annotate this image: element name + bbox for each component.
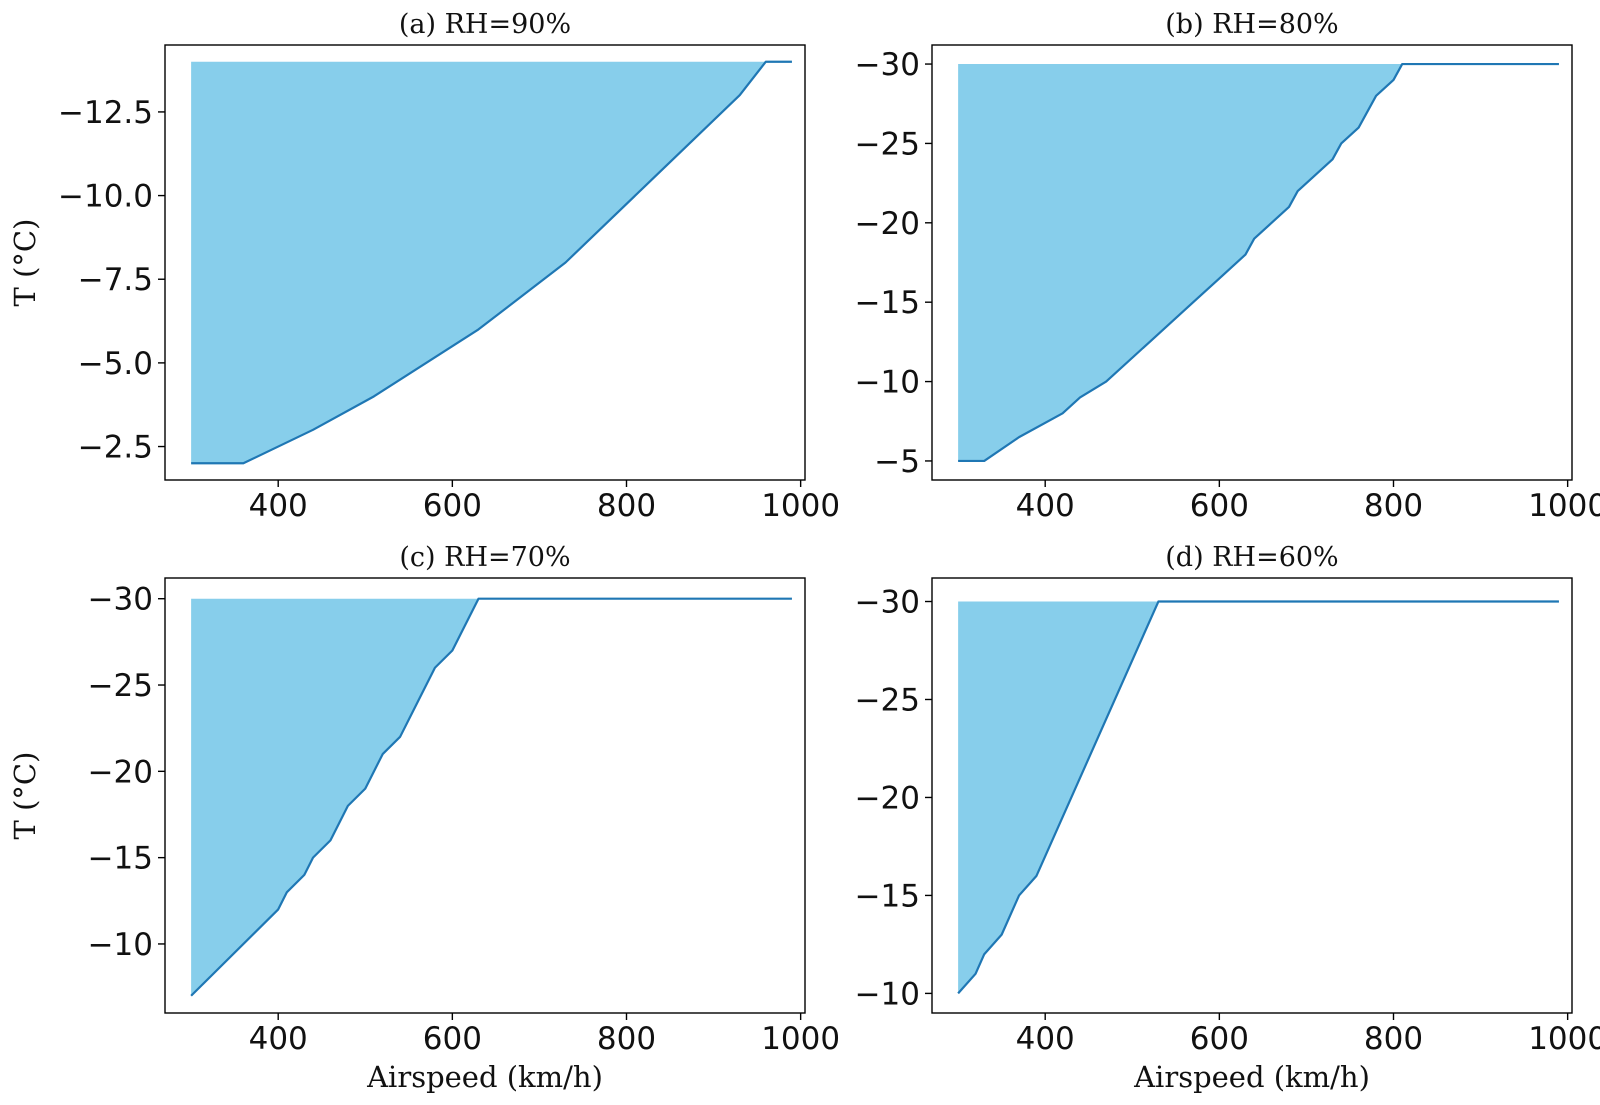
x-tick-label: 1000 [1528,488,1600,524]
y-tick-label: −2.5 [78,430,153,466]
x-tick-label: 800 [597,488,656,524]
axes-frame [164,577,806,1014]
panel-b: (b) RH=80% 400 600 800 1000 −30 −25 −20 −15 −10 −… [855,9,1600,524]
x-tick-label: 800 [597,1021,656,1057]
panel-c: (c) RH=70% T (°C) Airspeed (km/h) 400 600… [8,542,840,1094]
boundary-line [191,60,792,465]
y-tick-label: −5 [874,444,920,480]
y-tick-label: −20 [855,206,920,242]
x-tick-label: 400 [1016,1021,1075,1057]
x-tick-label: 400 [249,488,308,524]
y-tick-label: −25 [855,682,920,718]
filled-region [191,598,792,996]
x-tick-label: 400 [249,1021,308,1057]
y-tick-label: −30 [855,47,920,83]
y-tick-label: −20 [855,780,920,816]
x-tick-label: 600 [423,488,482,524]
filled-region [958,64,1559,461]
boundary-line [957,600,1559,995]
panel-a: (a) RH=90% T (°C) 400 600 800 1000 −12.5 −10.… [8,9,840,524]
x-tick-label: 1000 [1528,1021,1600,1057]
panel-title: (d) RH=60% [1165,542,1338,573]
y-tick-label: −15 [855,285,920,321]
panel-d: (d) RH=60% Airspeed (km/h) 400 600 800 1000… [855,542,1600,1094]
y-tick-label: −30 [855,585,920,621]
y-tick-label: −15 [855,878,920,914]
x-tick-label: 1000 [761,488,840,524]
panel-title: (a) RH=90% [399,9,571,40]
y-tick-label: −7.5 [78,262,153,298]
y-tick-label: −20 [88,754,153,790]
x-tick-label: 600 [1190,1021,1249,1057]
y-axis-label: T (°C) [8,752,42,840]
y-axis-label: T (°C) [8,219,42,307]
x-tick-label: 800 [1364,1021,1423,1057]
x-axis-label: Airspeed (km/h) [1133,1060,1370,1094]
y-tick-label: −12.5 [58,95,153,131]
panel-title: (b) RH=80% [1165,9,1338,40]
x-tick-label: 800 [1364,488,1423,524]
y-tick-label: −5.0 [78,346,153,382]
x-tick-label: 600 [423,1021,482,1057]
boundary-line [958,62,1559,463]
filled-region [191,61,792,464]
panel-title: (c) RH=70% [399,542,570,573]
y-tick-label: −25 [855,126,920,162]
y-tick-label: −30 [88,582,153,618]
axes-frame [931,577,1573,1014]
x-tick-label: 400 [1016,488,1075,524]
y-tick-label: −15 [88,841,153,877]
x-tick-label: 600 [1190,488,1249,524]
filled-region [958,601,1559,994]
y-tick-label: −10 [855,365,920,401]
boundary-line [190,597,792,997]
x-tick-label: 1000 [761,1021,840,1057]
y-tick-label: −10 [855,976,920,1012]
y-tick-label: −10 [88,927,153,963]
axes-frame [164,44,806,481]
y-tick-label: −25 [88,668,153,704]
x-axis-label: Airspeed (km/h) [366,1060,603,1094]
y-tick-label: −10.0 [58,179,153,215]
axes-frame [931,44,1573,481]
